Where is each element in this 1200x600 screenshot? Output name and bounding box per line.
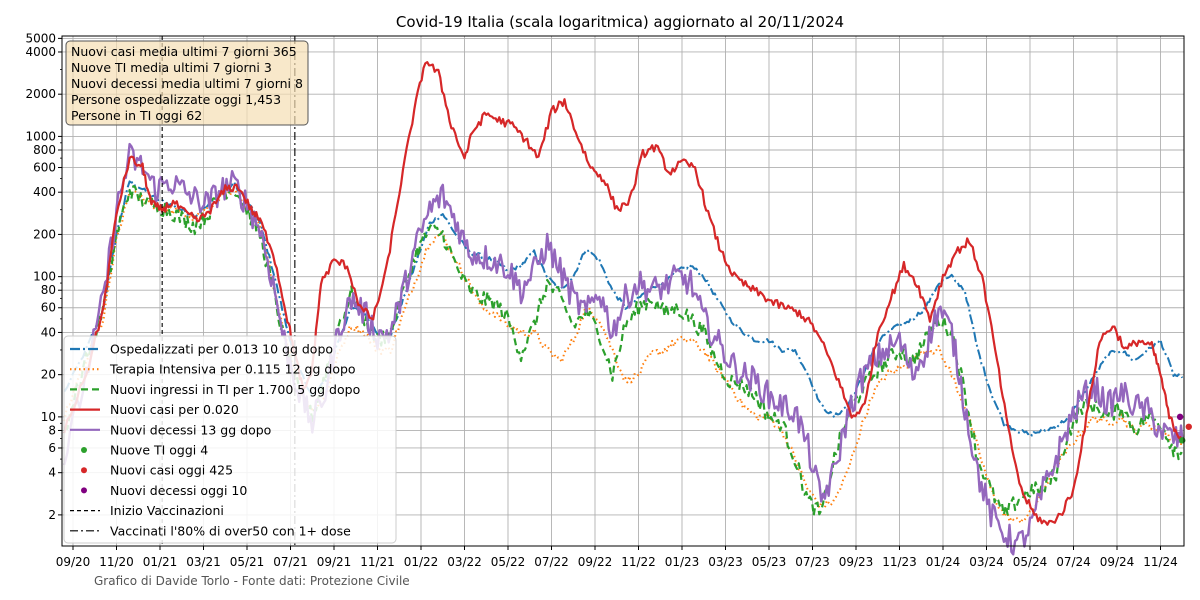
y-tick-label: 5000 [25, 31, 56, 45]
series-line [63, 142, 1184, 556]
legend-label: Terapia Intensiva per 0.115 12 gg dopo [109, 362, 356, 377]
info-line: Nuovi casi media ultimi 7 giorni 365 [71, 44, 297, 59]
x-tick-label: 11/22 [621, 555, 656, 569]
x-tick-label: 01/21 [143, 555, 178, 569]
series-line [64, 185, 1183, 517]
x-tick-label: 07/21 [273, 555, 308, 569]
x-tick-label: 01/23 [665, 555, 700, 569]
x-tick-label: 05/22 [491, 555, 526, 569]
x-tick-label: 07/22 [534, 555, 569, 569]
x-tick-label: 11/23 [882, 555, 917, 569]
legend-label: Nuovi ingressi in TI per 1.700 5 gg dopo [110, 382, 360, 397]
legend-label: Nuovi casi per 0.020 [110, 402, 239, 417]
legend-marker [81, 447, 87, 453]
series-line [63, 189, 1183, 524]
x-tick-label: 11/21 [360, 555, 395, 569]
x-tick-label: 03/21 [186, 555, 221, 569]
y-tick-label: 4000 [25, 45, 56, 59]
y-tick-label: 600 [33, 161, 56, 175]
x-tick-label: 07/24 [1056, 555, 1091, 569]
x-tick-label: 09/20 [56, 555, 91, 569]
x-tick-label: 01/24 [926, 555, 961, 569]
x-tick-label: 07/23 [795, 555, 830, 569]
info-line: Persone in TI oggi 62 [71, 108, 202, 123]
x-tick-label: 03/23 [708, 555, 743, 569]
series-line [63, 61, 1184, 526]
legend-marker [81, 487, 87, 494]
legend-label: Nuovi casi oggi 425 [110, 463, 233, 478]
legend: Ospedalizzati per 0.013 10 gg dopo Terapi… [63, 335, 397, 544]
y-tick-label: 60 [41, 301, 56, 315]
x-tick-label: 09/22 [578, 555, 613, 569]
x-tick-label: 05/24 [1013, 555, 1048, 569]
series-lines [63, 61, 1184, 556]
info-line: Persone ospedalizzate oggi 1,453 [71, 92, 281, 107]
legend-frame [63, 335, 397, 544]
today-point [1185, 423, 1192, 430]
x-tick-label: 03/22 [447, 555, 482, 569]
x-tick-label: 09/23 [839, 555, 874, 569]
x-tick-label: 03/24 [969, 555, 1004, 569]
legend-label: Inizio Vaccinazioni [110, 503, 224, 518]
info-box-frame [65, 40, 309, 126]
x-tick-label: 09/24 [1100, 555, 1135, 569]
legend-label: Nuovi decessi oggi 10 [110, 483, 247, 498]
info-box: Nuovi casi media ultimi 7 giorni 365 Nuo… [65, 40, 309, 126]
y-tick-label: 8 [48, 423, 56, 437]
y-tick-label: 6 [48, 441, 56, 455]
y-tick-label: 400 [33, 185, 56, 199]
info-line: Nuove TI media ultimi 7 giorni 3 [71, 60, 272, 75]
info-line: Nuovi decessi media ultimi 7 giorni 8 [71, 76, 303, 91]
x-axis-ticks: 09/20 11/20 01/21 03/21 05/21 07/21 09/21 11/21… [56, 546, 1178, 569]
y-tick-label: 4 [48, 466, 56, 480]
legend-items: Ospedalizzati per 0.013 10 gg dopo Terapi… [70, 342, 360, 538]
chart-title: Covid-19 Italia (scala logaritmica) aggi… [396, 13, 844, 31]
series-line [63, 180, 1184, 437]
y-tick-label: 80 [41, 283, 56, 297]
legend-label: Nuovi decessi 13 gg dopo [110, 422, 271, 437]
y-tick-label: 2 [48, 508, 56, 522]
plot-frame [61, 35, 1185, 547]
legend-label: Vaccinati l'80% di over50 con 1+ dose [110, 523, 351, 538]
y-tick-label: 100 [33, 270, 56, 284]
y-tick-label: 200 [33, 227, 56, 241]
y-tick-label: 1000 [25, 129, 56, 143]
legend-label: Nuove TI oggi 4 [110, 443, 208, 458]
x-tick-label: 11/24 [1143, 555, 1178, 569]
legend-label: Ospedalizzati per 0.013 10 gg dopo [110, 342, 333, 357]
y-tick-label: 40 [41, 325, 56, 339]
x-tick-label: 11/20 [99, 555, 134, 569]
y-tick-label: 800 [33, 143, 56, 157]
x-tick-label: 05/23 [752, 555, 787, 569]
legend-marker [81, 467, 87, 474]
today-point [1176, 413, 1184, 421]
y-tick-label: 20 [41, 368, 56, 382]
x-tick-label: 09/21 [317, 555, 352, 569]
x-tick-label: 05/21 [230, 555, 265, 569]
x-tick-label: 01/22 [404, 555, 439, 569]
source-credit: Grafico di Davide Torlo - Fonte dati: Pr… [94, 574, 410, 588]
y-tick-label: 2000 [25, 87, 56, 101]
y-tick-label: 10 [41, 410, 56, 424]
